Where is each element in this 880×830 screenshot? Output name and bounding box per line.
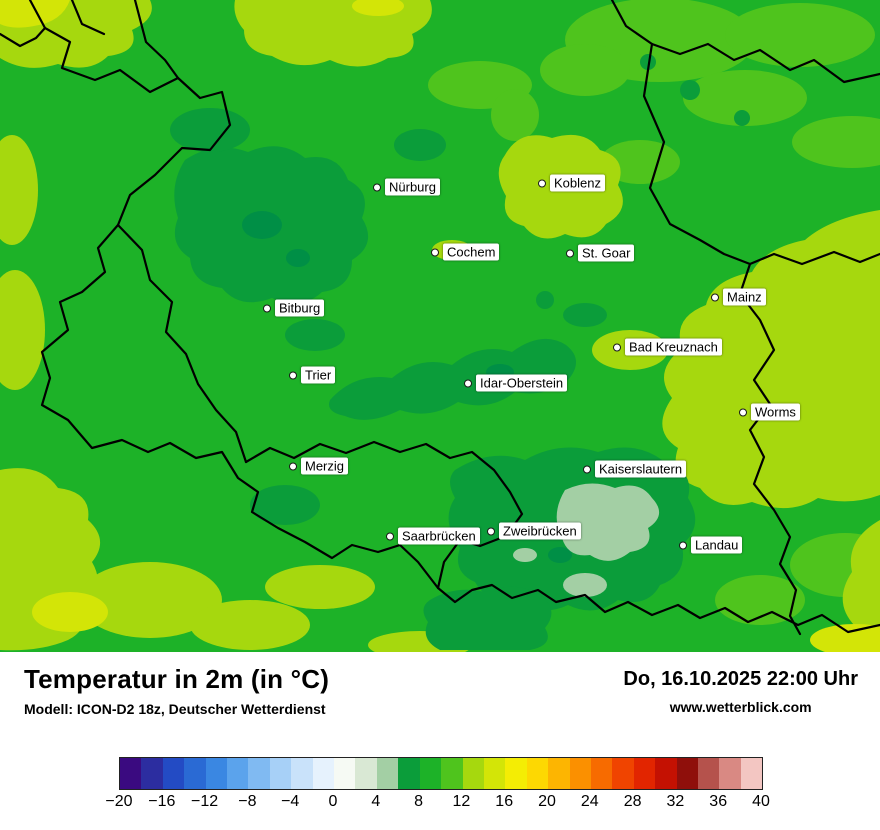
- colorbar-tick: 40: [752, 793, 770, 810]
- colorbar-tick: 32: [666, 793, 685, 810]
- colorbar-segment: [355, 758, 377, 789]
- colorbar-tick: −20: [105, 793, 133, 810]
- colorbar-segment: [483, 758, 506, 789]
- colorbar-segment: [269, 758, 292, 789]
- valid-datetime: Do, 16.10.2025 22:00 Uhr: [623, 668, 858, 690]
- date-block: Do, 16.10.2025 22:00 Uhr www.wetterblick…: [623, 664, 858, 715]
- colorbar-segment: [548, 758, 570, 789]
- map-area: Nürburg Koblenz Cochem St. Goar Bitburg Mainz…: [0, 0, 880, 652]
- colorbar-tick: −8: [238, 793, 257, 810]
- colorbar-segment: [141, 758, 163, 789]
- colorbar-tick: 8: [414, 793, 424, 810]
- colorbar-segment: [376, 758, 399, 789]
- colorbar-segment: [676, 758, 698, 789]
- colorbar: [119, 757, 763, 790]
- colorbar-tick: 24: [580, 793, 599, 810]
- colorbar-segment: [462, 758, 484, 789]
- colorbar-segment: [612, 758, 634, 789]
- colorbar-tick: −12: [191, 793, 219, 810]
- website-link: www.wetterblick.com: [669, 699, 812, 715]
- colorbar-segment: [227, 758, 249, 789]
- colorbar-segment: [312, 758, 335, 789]
- colorbar-segment: [505, 758, 527, 789]
- colorbar-segment: [526, 758, 549, 789]
- colorbar-tick: 36: [709, 793, 728, 810]
- colorbar-segment: [205, 758, 228, 789]
- border-lines: [0, 0, 880, 636]
- colorbar-segment: [398, 758, 420, 789]
- colorbar-tick: 16: [495, 793, 514, 810]
- colorbar-segment: [248, 758, 270, 789]
- colorbar-tick: −16: [148, 793, 176, 810]
- colorbar-segment: [569, 758, 591, 789]
- temperature-map: [0, 0, 880, 652]
- colorbar-tick: 4: [371, 793, 381, 810]
- title-block: Temperatur in 2m (in °C) Modell: ICON-D2…: [24, 664, 329, 717]
- colorbar-tick: 28: [623, 793, 642, 810]
- colorbar-segment: [334, 758, 356, 789]
- colorbar-tick: −4: [281, 793, 300, 810]
- colorbar-segment: [655, 758, 677, 789]
- model-info: Modell: ICON-D2 18z, Deutscher Wetterdie…: [24, 701, 326, 717]
- colorbar-segment: [633, 758, 656, 789]
- colorbar-tick: 0: [328, 793, 338, 810]
- colorbar-segment: [184, 758, 206, 789]
- colorbar-segment: [291, 758, 313, 789]
- colorbar-segment: [441, 758, 463, 789]
- colorbar-ticks: −20 −16 −12 −8 −4 0 4 8 12 16 20 24 28 32 36 40: [105, 793, 769, 813]
- page-title: Temperatur in 2m (in °C): [24, 664, 330, 694]
- colorbar-segment: [740, 758, 763, 789]
- colorbar-segment: [697, 758, 720, 789]
- colorbar-tick: 20: [538, 793, 556, 810]
- colorbar-tick: 12: [452, 793, 471, 810]
- colorbar-segment: [590, 758, 613, 789]
- colorbar-segment: [419, 758, 442, 789]
- colorbar-segment: [162, 758, 185, 789]
- colorbar-segment: [120, 758, 142, 789]
- colorbar-segment: [719, 758, 741, 789]
- footer: Temperatur in 2m (in °C) Modell: ICON-D2…: [0, 652, 880, 830]
